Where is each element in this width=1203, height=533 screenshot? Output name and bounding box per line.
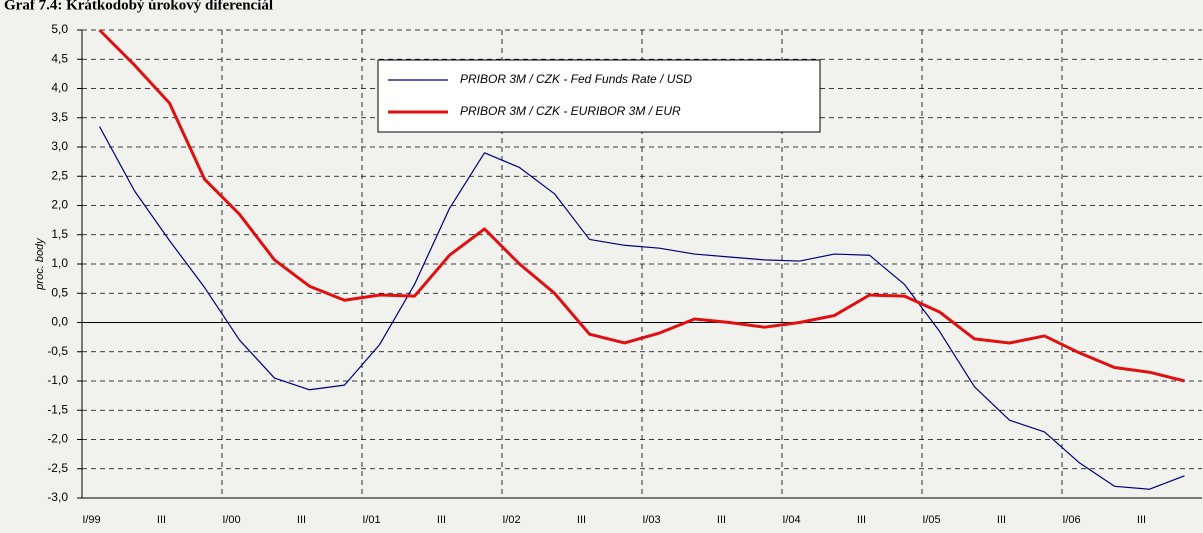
x-tick-label: III	[577, 514, 586, 526]
x-tick-label: I/04	[782, 514, 800, 526]
y-tick-label: 5,0	[51, 22, 68, 36]
y-tick-label: 2,5	[51, 168, 68, 182]
y-tick-label: 1,0	[51, 256, 68, 270]
x-tick-label: I/00	[222, 514, 240, 526]
x-tick-label: III	[157, 514, 166, 526]
x-tick-label: I/99	[82, 514, 100, 526]
y-tick-label: 2,0	[51, 198, 68, 212]
legend-box	[377, 59, 821, 133]
x-tick-label: III	[1137, 514, 1146, 526]
y-tick-label: -3,0	[47, 490, 68, 504]
y-tick-label: 4,5	[51, 51, 68, 65]
series-line	[98, 126, 1185, 490]
legend-label: PRIBOR 3M / CZK - EURIBOR 3M / EUR	[460, 104, 681, 118]
x-tick-label: III	[857, 514, 866, 526]
y-tick-label: 3,0	[51, 139, 68, 153]
x-tick-label: I/05	[922, 514, 940, 526]
y-axis-label: proc. body	[34, 237, 46, 291]
series-line	[98, 28, 1185, 383]
y-tick-label: -1,5	[47, 402, 68, 416]
y-tick-label: -2,0	[47, 432, 68, 446]
x-tick-label: I/03	[642, 514, 660, 526]
x-tick-label: I/01	[362, 514, 380, 526]
y-tick-label: -1,0	[47, 373, 68, 387]
y-tick-label: 0,5	[51, 285, 68, 299]
chart-title: Graf 7.4: Krátkodobý úrokový diferenciál	[4, 0, 273, 13]
y-tick-label: 3,5	[51, 110, 68, 124]
x-tick-label: III	[717, 514, 726, 526]
x-tick-label: I/06	[1062, 514, 1080, 526]
x-tick-label: III	[297, 514, 306, 526]
x-tick-label: I/02	[502, 514, 520, 526]
x-tick-label: III	[997, 514, 1006, 526]
y-tick-label: 0,0	[51, 315, 68, 329]
y-tick-label: -2,5	[47, 461, 68, 475]
y-tick-label: 4,0	[51, 81, 68, 95]
legend-label: PRIBOR 3M / CZK - Fed Funds Rate / USD	[460, 72, 692, 86]
y-tick-label: 1,5	[51, 227, 68, 241]
x-tick-label: III	[437, 514, 446, 526]
y-tick-label: -0,5	[47, 344, 68, 358]
